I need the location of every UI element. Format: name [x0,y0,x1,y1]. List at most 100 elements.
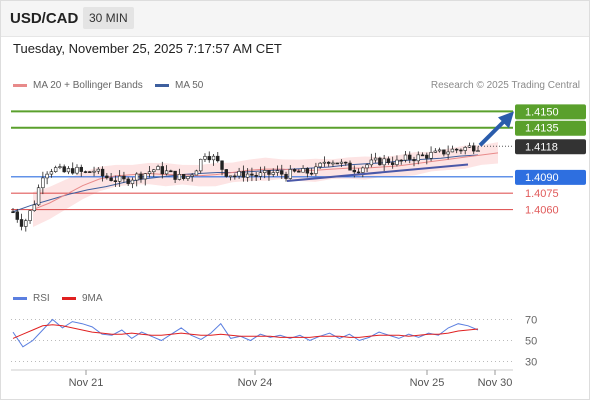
candle [386,156,391,165]
candle-body [79,166,83,172]
candle [390,156,395,169]
candle [331,160,335,167]
candle [280,164,284,179]
candle-body [190,174,194,177]
candle-body [425,154,429,159]
candle-body [186,176,190,179]
candle [267,169,271,181]
candle [58,163,62,170]
candle [92,166,96,177]
level-label: 1.4135 [525,123,559,135]
candle-body [373,157,378,161]
candle-body [292,169,297,172]
candle-body [75,166,79,174]
rsi-line [12,318,479,348]
legend-ma20-label: MA 20 + Bollinger Bands [33,80,143,91]
candle [24,218,28,232]
candle [416,151,420,165]
x-axis-label: Nov 30 [478,377,513,389]
candle [109,173,113,182]
candle-body [335,162,339,165]
level-label-box [515,169,586,185]
candle [344,161,348,166]
candle-body [130,179,135,184]
candle-body [442,149,446,155]
candle-body [126,178,130,184]
candle-body [207,156,211,161]
candle [28,210,32,224]
candle-body [450,148,455,153]
candle-body [476,150,480,152]
candle-body [275,170,280,173]
candle-body [314,166,318,174]
candle [254,172,258,182]
candle [66,166,71,175]
interval-badge[interactable]: 30 MIN [83,7,134,29]
candle [41,171,45,195]
candle-body [241,171,246,178]
candle [437,147,442,153]
candle [429,146,433,162]
candle-body [62,166,66,173]
candle [71,162,75,175]
candle-body [139,173,143,180]
candle-body [348,162,352,171]
candle-body [24,220,28,227]
candle-body [66,168,71,173]
candle-body [429,152,433,159]
candle-body [220,160,224,170]
candle [237,167,241,179]
rsi-tick-label: 30 [525,357,537,369]
candle [211,153,216,166]
legend-rsi: RSI [13,293,50,304]
candle [250,167,254,182]
candle [288,165,292,180]
candle-body [408,154,412,160]
candle-body [28,210,32,221]
candle [190,173,194,182]
candle [322,156,327,167]
candle-body [152,169,156,173]
candle [420,152,425,157]
candle-body [305,168,310,174]
candle [19,213,24,231]
candle-body [228,175,233,178]
candle-body [181,174,186,179]
candle [326,161,331,167]
candle [224,169,229,178]
candle [228,175,233,181]
candle [459,148,463,154]
candle-body [11,211,15,214]
candle-body [412,159,416,162]
candle-body [109,177,113,181]
candle-body [297,170,301,173]
candle [472,142,476,155]
candle-body [382,158,386,166]
ma50-swatch-icon [155,84,169,87]
candle [79,164,83,177]
candle [433,148,438,153]
candle-body [395,159,399,165]
candle [169,169,173,173]
candle-body [378,157,382,166]
candle [301,165,305,173]
candle-body [326,161,331,164]
candle [318,162,322,170]
candle-body [352,169,356,173]
candle [152,168,156,177]
candle-body [463,147,467,151]
candle [126,176,130,186]
ma9-swatch-icon [62,297,76,300]
candle [425,152,429,165]
research-credit: Research © 2025 Trading Central [430,80,580,91]
candle [373,152,378,163]
candle-body [211,155,216,161]
candle-body [271,172,275,175]
timestamp: Tuesday, November 25, 2025 7:17:57 AM CE… [13,41,282,56]
candle-body [105,175,109,179]
rsi-swatch-icon [13,297,27,300]
candle-body [301,168,305,173]
candle-body [467,145,472,148]
candle-body [45,173,49,179]
candle [160,161,165,179]
